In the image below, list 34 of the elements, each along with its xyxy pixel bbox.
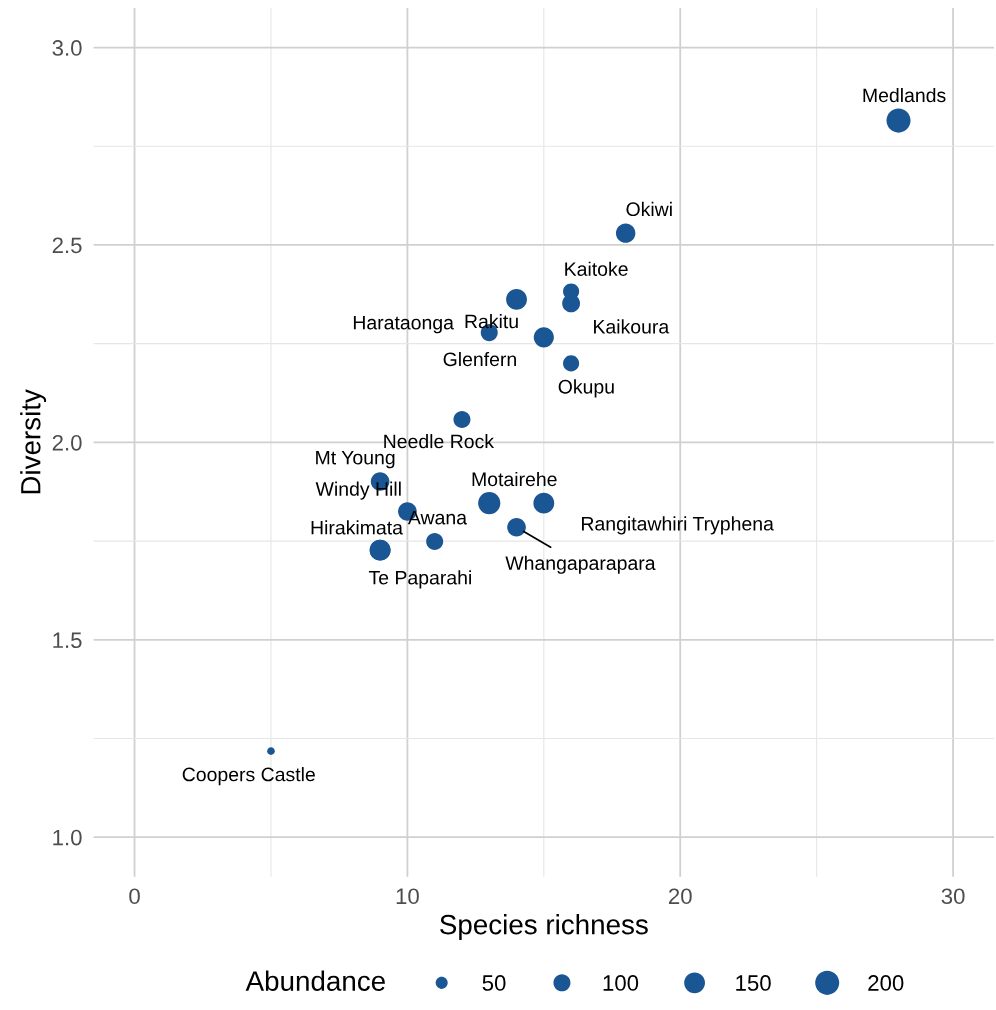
- annotation: Mt Young: [316, 450, 395, 469]
- annotation: Needle Rock: [384, 434, 495, 449]
- y-tick-label: 2.0: [52, 434, 82, 451]
- x-axis-title: Species richness: [440, 914, 648, 940]
- legend-label: 50: [482, 975, 506, 991]
- annotation: Windy Hill: [315, 481, 401, 500]
- annotation: Rangitawhiri Tryphena: [582, 516, 774, 535]
- annotation: Coopers Castle: [182, 767, 315, 786]
- y-tick-label: 3.0: [52, 40, 82, 56]
- legend-label: 150: [736, 975, 771, 991]
- annotation: Glenfern: [443, 351, 516, 367]
- annotation: Okiwi: [626, 201, 672, 217]
- x-tick-label: 10: [396, 888, 419, 905]
- annotation: Rakitu: [465, 314, 518, 329]
- annotation: Medlands: [863, 87, 946, 103]
- x-tick-label: 0: [129, 888, 140, 905]
- x-tick-label: 20: [669, 888, 692, 905]
- legend-label: 100: [603, 975, 639, 991]
- legend-title: Abundance: [245, 970, 385, 991]
- annotation: Te Paparahi: [368, 570, 471, 589]
- annotation: Whangaparapara: [505, 555, 656, 574]
- annotation: Awana: [407, 510, 468, 525]
- x-tick-label: 30: [941, 888, 965, 905]
- y-axis-title: Diversity: [20, 389, 47, 494]
- annotation: Kaikoura: [594, 319, 670, 334]
- annotation: Harataonga: [353, 315, 454, 334]
- legend-label: 200: [868, 975, 904, 991]
- annotation: Motairehe: [472, 471, 557, 487]
- annotation: Kaitoke: [565, 261, 628, 276]
- y-tick-label: 1.0: [53, 829, 82, 846]
- y-tick-label: 1.5: [53, 632, 82, 649]
- annotation: Okupu: [558, 379, 614, 398]
- y-tick-label: 2.5: [52, 237, 82, 254]
- annotation: Hirakimata: [311, 520, 403, 535]
